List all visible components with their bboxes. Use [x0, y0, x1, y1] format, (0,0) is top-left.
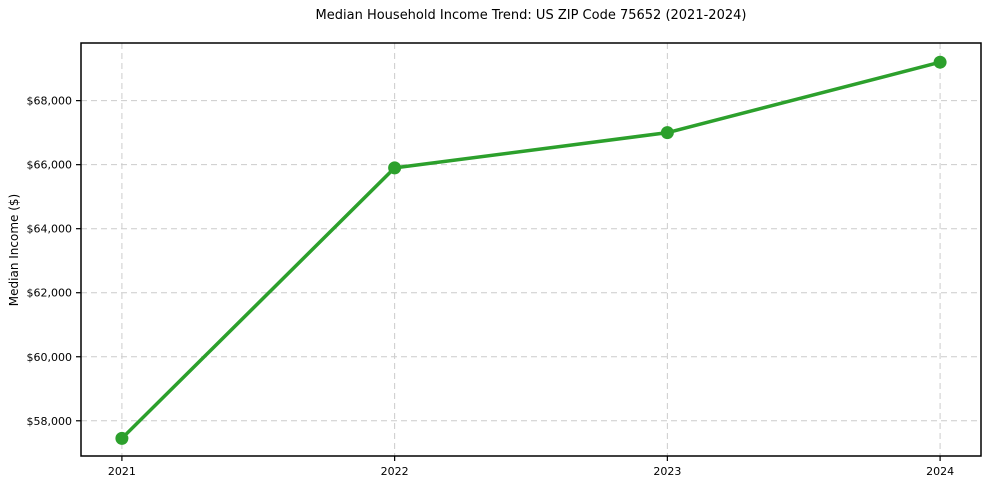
chart-title: Median Household Income Trend: US ZIP Co…	[315, 8, 747, 23]
y-tick-label: $60,000	[27, 351, 73, 364]
x-tick-label: 2023	[653, 465, 681, 478]
x-tick-label: 2021	[108, 465, 136, 478]
y-tick-label: $62,000	[27, 287, 73, 300]
y-tick-label: $58,000	[27, 415, 73, 428]
data-point-marker	[660, 126, 674, 140]
data-point-marker	[115, 431, 129, 445]
series-line	[120, 60, 942, 441]
x-tick-label: 2022	[381, 465, 409, 478]
data-point-marker	[933, 55, 947, 69]
data-point-marker	[388, 161, 402, 175]
y-tick-label: $66,000	[27, 159, 73, 172]
x-tick-label: 2024	[926, 465, 954, 478]
plot-border	[80, 42, 982, 457]
y-axis-label: Median Income ($)	[7, 193, 21, 307]
y-tick-label: $64,000	[27, 223, 73, 236]
y-tick-label: $68,000	[27, 95, 73, 108]
